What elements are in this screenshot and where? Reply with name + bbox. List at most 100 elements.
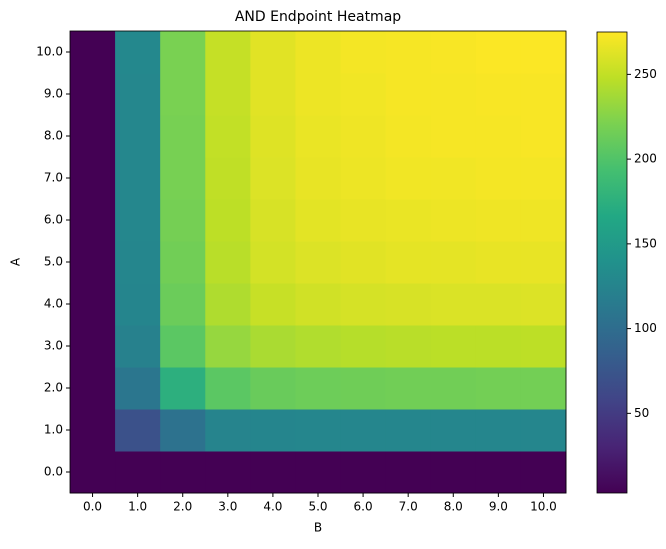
heatmap-cell bbox=[250, 283, 296, 326]
heatmap-cell bbox=[160, 409, 206, 452]
heatmap-cell bbox=[295, 241, 342, 284]
heatmap-cell bbox=[250, 241, 296, 284]
x-tick-label: 1.0 bbox=[128, 500, 147, 514]
heatmap-cell bbox=[475, 199, 522, 242]
x-tick-label: 2.0 bbox=[173, 500, 192, 514]
heatmap-cell bbox=[205, 115, 251, 158]
heatmap-cell bbox=[430, 199, 477, 242]
heatmap-cell bbox=[70, 283, 116, 326]
heatmap-cell bbox=[115, 283, 161, 326]
heatmap-cell bbox=[205, 31, 251, 74]
heatmap-cell bbox=[205, 199, 251, 242]
heatmap-cell bbox=[70, 73, 116, 116]
y-tick-label: 10.0 bbox=[36, 45, 63, 59]
colorbar-tick-label: 50 bbox=[634, 406, 649, 420]
chart-title: AND Endpoint Heatmap bbox=[235, 9, 401, 25]
x-axis-label: B bbox=[314, 521, 322, 535]
heatmap-cell bbox=[250, 199, 296, 242]
heatmap-cell bbox=[385, 283, 432, 326]
heatmap-cell bbox=[430, 409, 477, 452]
heatmap-cell bbox=[385, 115, 432, 158]
x-tick-label: 8.0 bbox=[444, 500, 463, 514]
heatmap-cell bbox=[160, 283, 206, 326]
colorbar-tick-label: 100 bbox=[634, 321, 657, 335]
heatmap-cell bbox=[340, 241, 387, 284]
heatmap-cell bbox=[340, 31, 387, 74]
heatmap-cell bbox=[430, 241, 477, 284]
heatmap-cell bbox=[250, 73, 296, 116]
heatmap-cell bbox=[295, 283, 342, 326]
heatmap-cell bbox=[475, 241, 522, 284]
heatmap-cell bbox=[160, 157, 206, 200]
heatmap-cell bbox=[160, 241, 206, 284]
heatmap-cell bbox=[295, 157, 342, 200]
heatmap-cell bbox=[340, 73, 387, 116]
y-tick-label: 6.0 bbox=[44, 213, 63, 227]
heatmap-cell bbox=[520, 325, 567, 368]
heatmap-cell bbox=[430, 451, 477, 494]
heatmap-cell bbox=[115, 367, 161, 410]
colorbar-tick-label: 200 bbox=[634, 152, 657, 166]
heatmap-cell bbox=[430, 157, 477, 200]
heatmap-cell bbox=[340, 409, 387, 452]
heatmap-cell bbox=[385, 409, 432, 452]
heatmap-cell bbox=[520, 451, 567, 494]
heatmap-cell bbox=[475, 115, 522, 158]
heatmap-cell bbox=[205, 283, 251, 326]
heatmap-cell bbox=[160, 199, 206, 242]
y-tick-label: 3.0 bbox=[44, 339, 63, 353]
heatmap-cell bbox=[160, 73, 206, 116]
heatmap-cell bbox=[295, 115, 342, 158]
heatmap-cell bbox=[520, 283, 567, 326]
heatmap-cell bbox=[475, 367, 522, 410]
heatmap-cell bbox=[475, 325, 522, 368]
heatmap-cell bbox=[475, 31, 522, 74]
x-tick-label: 5.0 bbox=[308, 500, 327, 514]
heatmap-cell bbox=[295, 409, 342, 452]
heatmap-cell bbox=[70, 31, 116, 74]
heatmap-cell bbox=[520, 31, 567, 74]
heatmap-cell bbox=[475, 283, 522, 326]
heatmap-cell bbox=[250, 31, 296, 74]
y-tick-label: 0.0 bbox=[44, 465, 63, 479]
heatmap-cell bbox=[340, 199, 387, 242]
heatmap-cell bbox=[205, 451, 251, 494]
heatmap-cell bbox=[250, 115, 296, 158]
heatmap-cell bbox=[385, 367, 432, 410]
y-tick-label: 7.0 bbox=[44, 171, 63, 185]
x-tick-label: 3.0 bbox=[218, 500, 237, 514]
heatmap-cell bbox=[340, 325, 387, 368]
heatmap-cell bbox=[70, 325, 116, 368]
y-tick-label: 9.0 bbox=[44, 87, 63, 101]
heatmap-cell bbox=[70, 241, 116, 284]
heatmap-cell bbox=[250, 451, 296, 494]
heatmap-cell bbox=[160, 31, 206, 74]
heatmap-cell bbox=[520, 199, 567, 242]
heatmap-cell bbox=[520, 73, 567, 116]
y-tick-label: 5.0 bbox=[44, 255, 63, 269]
heatmap-cell bbox=[430, 325, 477, 368]
heatmap-cell bbox=[115, 199, 161, 242]
heatmap-cell bbox=[385, 31, 432, 74]
heatmap-cell bbox=[115, 115, 161, 158]
heatmap-cell bbox=[475, 409, 522, 452]
x-tick-label: 4.0 bbox=[263, 500, 282, 514]
heatmap-cell bbox=[115, 241, 161, 284]
heatmap-cell bbox=[205, 325, 251, 368]
heatmap-cell bbox=[295, 325, 342, 368]
heatmap-cell bbox=[475, 157, 522, 200]
heatmap-cell bbox=[520, 367, 567, 410]
heatmap-cell bbox=[340, 157, 387, 200]
y-tick-label: 1.0 bbox=[44, 423, 63, 437]
heatmap-cell bbox=[385, 325, 432, 368]
x-tick-label: 7.0 bbox=[399, 500, 418, 514]
y-tick-label: 8.0 bbox=[44, 129, 63, 143]
heatmap-cell bbox=[340, 115, 387, 158]
x-tick-label: 9.0 bbox=[489, 500, 508, 514]
colorbar-tick-label: 250 bbox=[634, 67, 657, 81]
heatmap-cell bbox=[205, 241, 251, 284]
heatmap-cell bbox=[115, 31, 161, 74]
heatmap-cell bbox=[385, 241, 432, 284]
heatmap-cell bbox=[295, 367, 342, 410]
